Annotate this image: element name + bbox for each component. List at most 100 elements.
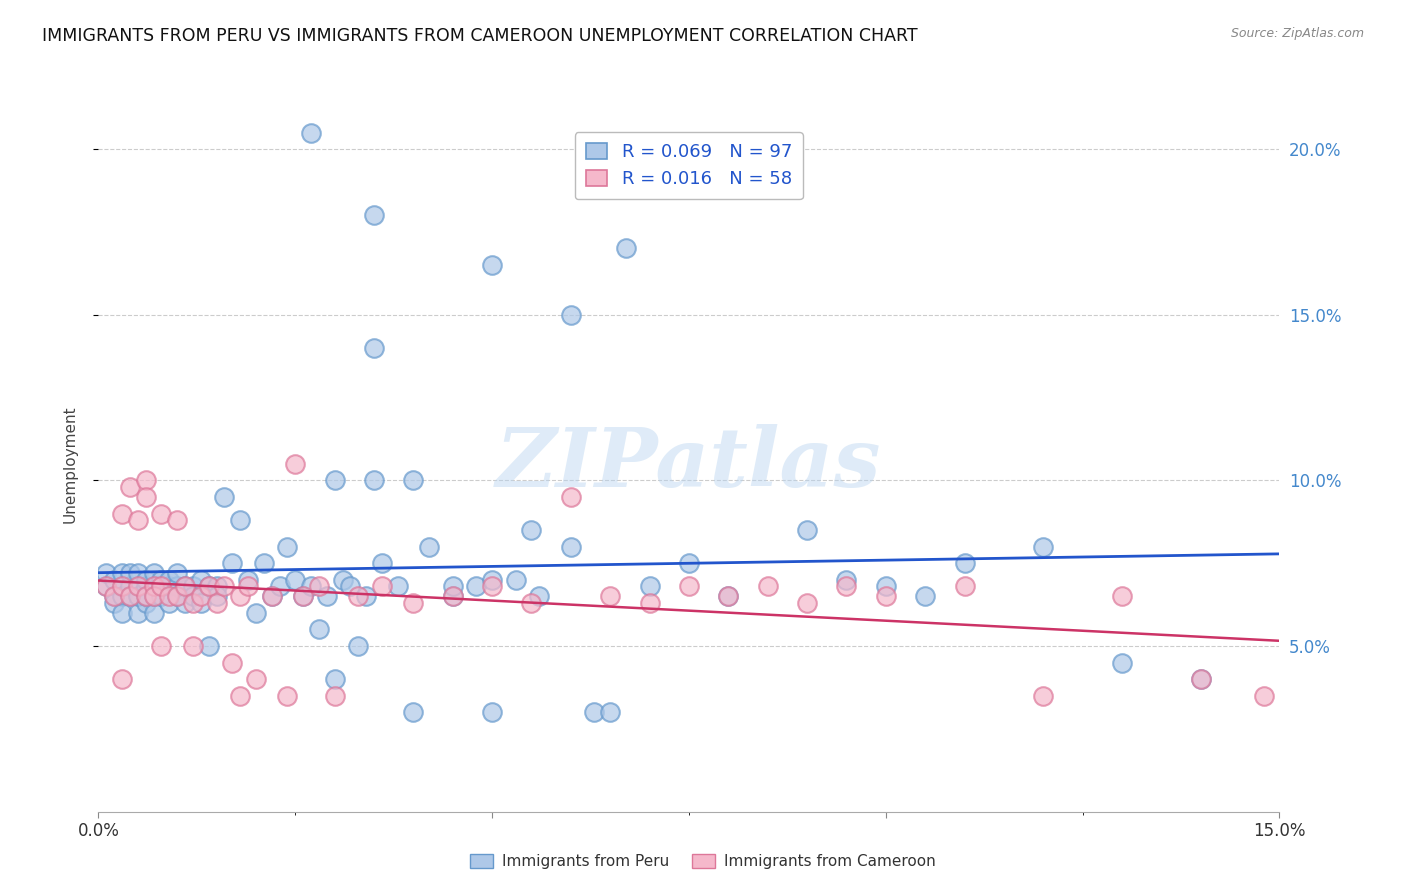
Point — [418, 540, 440, 554]
Point — [614, 242, 637, 256]
Point — [299, 126, 322, 140]
Point — [96, 566, 118, 581]
Point — [150, 639, 173, 653]
Point — [481, 258, 503, 272]
Point — [560, 308, 582, 322]
Point — [835, 579, 858, 593]
Point — [875, 579, 897, 593]
Point — [1253, 689, 1275, 703]
Point — [205, 590, 228, 604]
Point — [236, 573, 259, 587]
Point — [190, 573, 212, 587]
Point — [292, 590, 315, 604]
Y-axis label: Unemployment: Unemployment — [63, 405, 77, 523]
Text: Source: ZipAtlas.com: Source: ZipAtlas.com — [1230, 27, 1364, 40]
Point — [717, 590, 740, 604]
Point — [363, 208, 385, 222]
Point — [118, 590, 141, 604]
Point — [253, 556, 276, 570]
Point — [583, 706, 606, 720]
Point — [135, 474, 157, 488]
Point — [127, 566, 149, 581]
Point — [371, 579, 394, 593]
Point — [205, 596, 228, 610]
Point — [363, 341, 385, 355]
Point — [953, 579, 976, 593]
Point — [111, 579, 134, 593]
Point — [127, 513, 149, 527]
Legend: Immigrants from Peru, Immigrants from Cameroon: Immigrants from Peru, Immigrants from Ca… — [464, 848, 942, 875]
Point — [269, 579, 291, 593]
Point — [205, 579, 228, 593]
Point — [150, 573, 173, 587]
Point — [118, 566, 141, 581]
Point — [520, 596, 543, 610]
Point — [166, 590, 188, 604]
Point — [157, 596, 180, 610]
Point — [387, 579, 409, 593]
Point — [441, 579, 464, 593]
Point — [111, 566, 134, 581]
Point — [678, 556, 700, 570]
Point — [157, 579, 180, 593]
Point — [560, 540, 582, 554]
Point — [1189, 672, 1212, 686]
Point — [599, 706, 621, 720]
Point — [481, 579, 503, 593]
Point — [142, 579, 165, 593]
Point — [103, 590, 125, 604]
Point — [181, 639, 204, 653]
Point — [135, 590, 157, 604]
Point — [402, 596, 425, 610]
Point — [529, 590, 551, 604]
Point — [347, 590, 370, 604]
Point — [221, 556, 243, 570]
Point — [142, 606, 165, 620]
Point — [260, 590, 283, 604]
Point — [441, 590, 464, 604]
Point — [142, 590, 165, 604]
Point — [118, 480, 141, 494]
Point — [127, 606, 149, 620]
Point — [127, 590, 149, 604]
Point — [402, 706, 425, 720]
Point — [638, 579, 661, 593]
Point — [174, 579, 197, 593]
Point — [142, 566, 165, 581]
Point — [135, 490, 157, 504]
Point — [174, 596, 197, 610]
Point — [229, 689, 252, 703]
Point — [181, 596, 204, 610]
Point — [323, 474, 346, 488]
Point — [481, 706, 503, 720]
Point — [103, 596, 125, 610]
Point — [1032, 689, 1054, 703]
Point — [135, 590, 157, 604]
Point — [166, 590, 188, 604]
Point — [197, 579, 219, 593]
Point — [481, 573, 503, 587]
Point — [276, 689, 298, 703]
Point — [150, 507, 173, 521]
Point — [229, 590, 252, 604]
Point — [599, 590, 621, 604]
Point — [1032, 540, 1054, 554]
Point — [284, 573, 307, 587]
Point — [299, 579, 322, 593]
Point — [142, 590, 165, 604]
Point — [166, 579, 188, 593]
Point — [236, 579, 259, 593]
Point — [174, 579, 197, 593]
Point — [96, 579, 118, 593]
Point — [181, 579, 204, 593]
Point — [103, 590, 125, 604]
Point — [166, 566, 188, 581]
Point — [953, 556, 976, 570]
Point — [157, 590, 180, 604]
Point — [796, 523, 818, 537]
Point — [197, 639, 219, 653]
Point — [111, 672, 134, 686]
Point — [111, 579, 134, 593]
Point — [1111, 656, 1133, 670]
Point — [276, 540, 298, 554]
